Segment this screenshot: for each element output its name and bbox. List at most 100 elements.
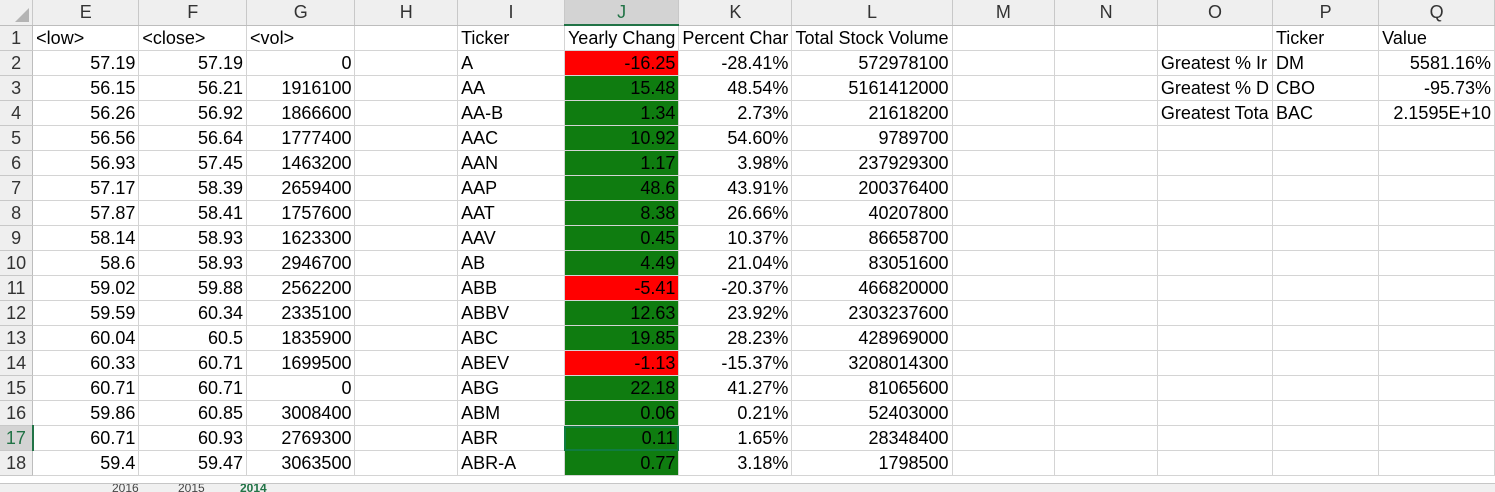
empty-cell[interactable] xyxy=(1378,325,1495,351)
empty-cell[interactable] xyxy=(354,325,459,351)
empty-cell[interactable] xyxy=(1054,250,1158,276)
header-cell-summary-ticker[interactable]: Ticker xyxy=(1272,25,1380,51)
cell-vol[interactable]: 2562200 xyxy=(246,275,356,301)
cell-close[interactable]: 58.93 xyxy=(138,250,248,276)
cell-close[interactable]: 56.92 xyxy=(138,100,248,126)
column-header-g[interactable]: G xyxy=(246,0,356,26)
empty-cell[interactable] xyxy=(1157,225,1273,251)
empty-cell[interactable] xyxy=(354,125,459,151)
select-all-corner[interactable] xyxy=(0,0,34,26)
cell-vol[interactable]: 1757600 xyxy=(246,200,356,226)
cell-close[interactable]: 57.45 xyxy=(138,150,248,176)
row-header[interactable]: 1 xyxy=(0,25,34,51)
column-header-m[interactable]: M xyxy=(952,0,1056,26)
summary-ticker[interactable]: CBO xyxy=(1272,75,1380,101)
empty-cell[interactable] xyxy=(952,250,1056,276)
empty-cell[interactable] xyxy=(354,425,459,451)
cell-total-volume[interactable]: 40207800 xyxy=(791,200,953,226)
column-header-p[interactable]: P xyxy=(1272,0,1380,26)
cell-percent-change[interactable]: 41.27% xyxy=(678,375,793,401)
empty-cell[interactable] xyxy=(1157,300,1273,326)
row-header[interactable]: 10 xyxy=(0,250,34,276)
empty-cell[interactable] xyxy=(354,450,459,476)
column-header-j[interactable]: J xyxy=(564,0,680,26)
cell-close[interactable]: 59.47 xyxy=(138,450,248,476)
cell-yearly-change[interactable]: 1.17 xyxy=(564,150,680,176)
empty-cell[interactable] xyxy=(1272,400,1380,426)
empty-cell[interactable] xyxy=(1054,275,1158,301)
cell-vol[interactable]: 2659400 xyxy=(246,175,356,201)
summary-label[interactable]: Greatest Tota xyxy=(1157,100,1273,126)
empty-cell[interactable] xyxy=(354,375,459,401)
empty-cell[interactable] xyxy=(952,200,1056,226)
column-header-i[interactable]: I xyxy=(457,0,565,26)
cell-close[interactable]: 58.41 xyxy=(138,200,248,226)
cell-total-volume[interactable]: 52403000 xyxy=(791,400,953,426)
empty-cell[interactable] xyxy=(1054,400,1158,426)
cell-total-volume[interactable]: 428969000 xyxy=(791,325,953,351)
cell-total-volume[interactable]: 200376400 xyxy=(791,175,953,201)
empty-cell[interactable] xyxy=(1272,175,1380,201)
empty-cell[interactable] xyxy=(1378,375,1495,401)
cell-total-volume[interactable]: 5161412000 xyxy=(791,75,953,101)
empty-cell[interactable] xyxy=(1272,300,1380,326)
cell-ticker[interactable]: AA xyxy=(457,75,565,101)
empty-cell[interactable] xyxy=(952,75,1056,101)
empty-cell[interactable] xyxy=(1157,125,1273,151)
empty-cell[interactable] xyxy=(1054,300,1158,326)
empty-cell[interactable] xyxy=(1272,150,1380,176)
empty-cell[interactable] xyxy=(952,425,1056,451)
cell-low[interactable]: 59.02 xyxy=(32,275,140,301)
cell-low[interactable]: 56.26 xyxy=(32,100,140,126)
cell-close[interactable]: 59.88 xyxy=(138,275,248,301)
cell-total-volume[interactable]: 466820000 xyxy=(791,275,953,301)
empty-cell[interactable] xyxy=(952,450,1056,476)
cell-percent-change[interactable]: 3.98% xyxy=(678,150,793,176)
cell-percent-change[interactable]: -15.37% xyxy=(678,350,793,376)
cell-low[interactable]: 58.14 xyxy=(32,225,140,251)
cell-close[interactable]: 58.93 xyxy=(138,225,248,251)
empty-cell[interactable] xyxy=(1272,425,1380,451)
cell-vol[interactable]: 1463200 xyxy=(246,150,356,176)
cell-close[interactable]: 60.85 xyxy=(138,400,248,426)
summary-label[interactable]: Greatest % Ir xyxy=(1157,50,1273,76)
empty-cell[interactable] xyxy=(952,325,1056,351)
empty-cell[interactable] xyxy=(1378,200,1495,226)
empty-cell[interactable] xyxy=(952,175,1056,201)
cell-total-volume[interactable]: 81065600 xyxy=(791,375,953,401)
cell-low[interactable]: 56.56 xyxy=(32,125,140,151)
cell-percent-change[interactable]: 3.18% xyxy=(678,450,793,476)
cell-percent-change[interactable]: 2.73% xyxy=(678,100,793,126)
column-header-e[interactable]: E xyxy=(32,0,140,26)
cell-low[interactable]: 57.87 xyxy=(32,200,140,226)
empty-cell[interactable] xyxy=(1054,425,1158,451)
cell-ticker[interactable]: ABBV xyxy=(457,300,565,326)
empty-cell[interactable] xyxy=(1272,125,1380,151)
empty-cell[interactable] xyxy=(1157,250,1273,276)
cell-yearly-change[interactable]: 19.85 xyxy=(564,325,680,351)
row-header[interactable]: 14 xyxy=(0,350,34,376)
cell-low[interactable]: 60.04 xyxy=(32,325,140,351)
cell-yearly-change[interactable]: -16.25 xyxy=(564,50,680,76)
cell-percent-change[interactable]: 10.37% xyxy=(678,225,793,251)
empty-cell[interactable] xyxy=(952,25,1056,51)
cell-yearly-change[interactable]: 1.34 xyxy=(564,100,680,126)
row-header[interactable]: 8 xyxy=(0,200,34,226)
cell-yearly-change[interactable]: 48.6 xyxy=(564,175,680,201)
cell-total-volume[interactable]: 9789700 xyxy=(791,125,953,151)
cell-yearly-change[interactable]: -1.13 xyxy=(564,350,680,376)
empty-cell[interactable] xyxy=(1157,325,1273,351)
cell-vol[interactable]: 1699500 xyxy=(246,350,356,376)
empty-cell[interactable] xyxy=(1157,150,1273,176)
empty-cell[interactable] xyxy=(1378,150,1495,176)
empty-cell[interactable] xyxy=(354,300,459,326)
empty-cell[interactable] xyxy=(952,350,1056,376)
empty-cell[interactable] xyxy=(354,75,459,101)
empty-cell[interactable] xyxy=(952,375,1056,401)
cell-percent-change[interactable]: 48.54% xyxy=(678,75,793,101)
header-cell-vol[interactable]: <vol> xyxy=(246,25,356,51)
cell-vol[interactable]: 1835900 xyxy=(246,325,356,351)
sheet-tab-2015[interactable]: 2015 xyxy=(178,484,205,492)
empty-cell[interactable] xyxy=(354,200,459,226)
